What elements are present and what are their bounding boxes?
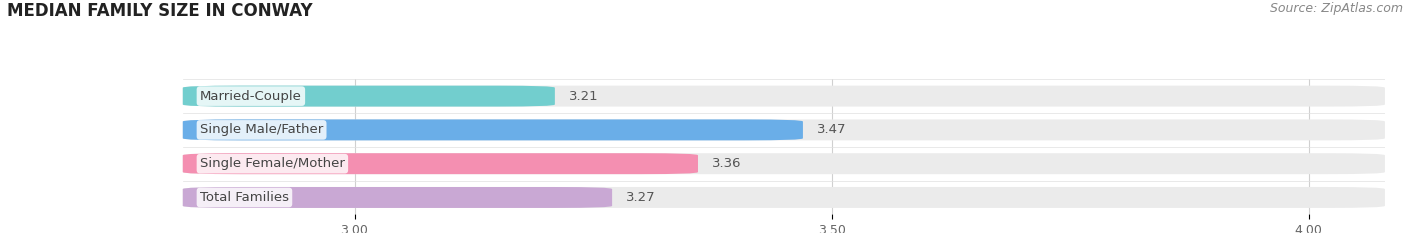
FancyBboxPatch shape <box>183 187 1385 208</box>
Text: 3.27: 3.27 <box>627 191 657 204</box>
FancyBboxPatch shape <box>183 153 1385 174</box>
Text: Single Female/Mother: Single Female/Mother <box>200 157 344 170</box>
Text: Married-Couple: Married-Couple <box>200 90 302 103</box>
FancyBboxPatch shape <box>183 153 697 174</box>
Text: Total Families: Total Families <box>200 191 290 204</box>
FancyBboxPatch shape <box>183 86 1385 106</box>
FancyBboxPatch shape <box>183 120 1385 140</box>
Text: MEDIAN FAMILY SIZE IN CONWAY: MEDIAN FAMILY SIZE IN CONWAY <box>7 2 312 20</box>
FancyBboxPatch shape <box>183 86 555 106</box>
Text: 3.36: 3.36 <box>713 157 742 170</box>
Text: 3.21: 3.21 <box>569 90 599 103</box>
FancyBboxPatch shape <box>183 187 612 208</box>
FancyBboxPatch shape <box>183 120 803 140</box>
Text: Source: ZipAtlas.com: Source: ZipAtlas.com <box>1270 2 1403 15</box>
Text: 3.47: 3.47 <box>817 123 846 136</box>
Text: Single Male/Father: Single Male/Father <box>200 123 323 136</box>
